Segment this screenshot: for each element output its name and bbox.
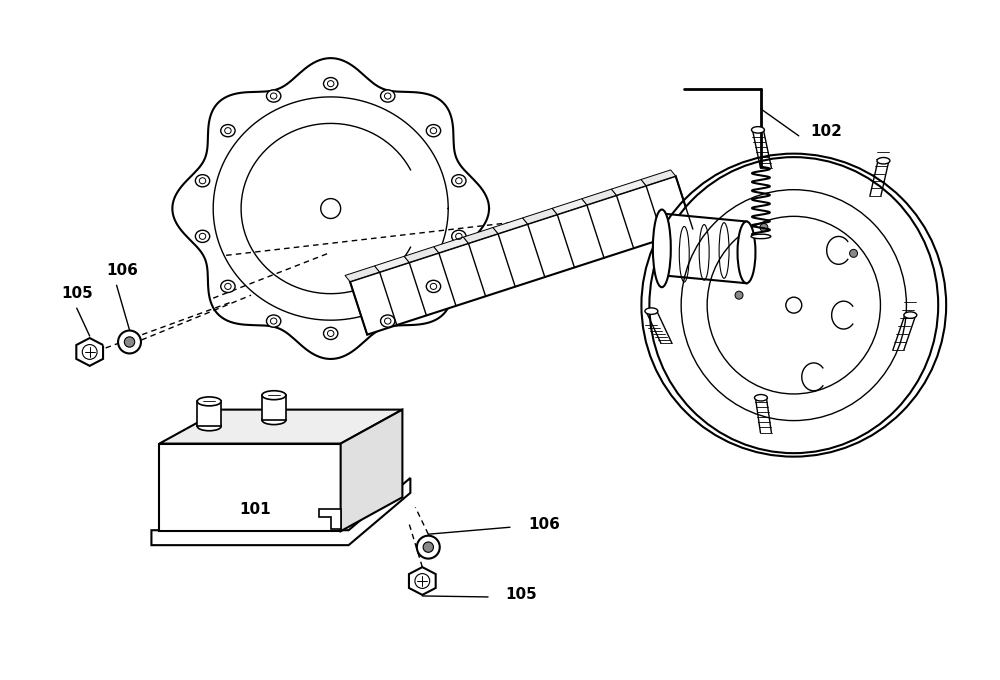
Ellipse shape [221,280,235,292]
Circle shape [423,542,433,552]
Ellipse shape [426,280,441,292]
Ellipse shape [381,90,395,102]
Ellipse shape [645,308,658,314]
Circle shape [321,199,341,218]
Ellipse shape [195,231,210,243]
Ellipse shape [452,231,466,243]
Ellipse shape [324,78,338,90]
Ellipse shape [195,175,210,187]
Polygon shape [611,180,646,195]
Polygon shape [151,478,410,545]
Ellipse shape [262,415,286,424]
Circle shape [82,345,97,359]
Text: 106: 106 [528,517,560,532]
Ellipse shape [738,222,755,284]
Circle shape [786,297,802,313]
Ellipse shape [649,157,938,453]
Polygon shape [262,395,286,420]
Circle shape [417,536,440,558]
Ellipse shape [262,391,286,400]
Polygon shape [341,409,402,531]
Circle shape [850,250,858,257]
Ellipse shape [426,124,441,137]
Ellipse shape [266,90,281,102]
Ellipse shape [653,209,671,287]
Polygon shape [375,256,409,272]
Polygon shape [76,338,103,366]
Polygon shape [463,228,498,243]
Polygon shape [404,247,439,262]
Circle shape [124,337,135,347]
Ellipse shape [877,158,890,164]
Ellipse shape [324,327,338,339]
Ellipse shape [751,126,764,133]
Polygon shape [582,189,616,205]
Polygon shape [493,218,528,234]
Polygon shape [159,443,341,531]
Polygon shape [409,567,436,595]
Ellipse shape [452,175,466,187]
Text: 105: 105 [505,587,537,602]
Polygon shape [523,208,557,224]
Ellipse shape [221,124,235,137]
Ellipse shape [754,394,767,401]
Text: 105: 105 [62,286,94,301]
Ellipse shape [751,234,771,239]
Polygon shape [197,401,221,426]
Circle shape [415,574,430,588]
Ellipse shape [197,422,221,430]
Polygon shape [172,58,489,359]
Ellipse shape [197,397,221,406]
Polygon shape [434,237,468,253]
Circle shape [735,291,743,299]
Polygon shape [345,266,380,282]
Ellipse shape [904,312,917,318]
Circle shape [760,224,768,231]
Polygon shape [641,170,676,186]
Circle shape [118,330,141,354]
Text: 106: 106 [107,263,138,278]
Polygon shape [159,409,402,443]
Text: 102: 102 [811,124,843,139]
Polygon shape [662,214,746,284]
Text: 101: 101 [239,503,271,517]
Polygon shape [319,509,341,529]
Polygon shape [350,176,693,335]
Ellipse shape [381,315,395,327]
Ellipse shape [266,315,281,327]
Polygon shape [552,199,587,214]
